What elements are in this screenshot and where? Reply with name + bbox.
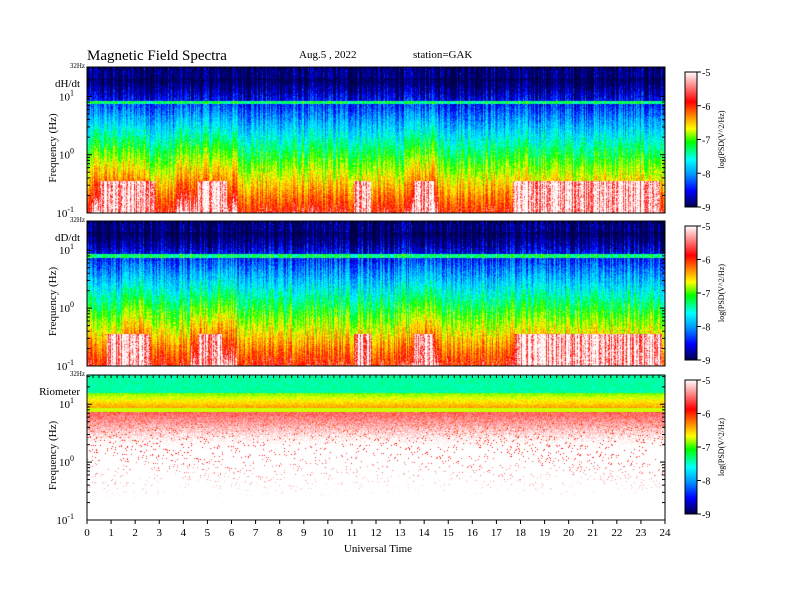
x-tick-label: 14 <box>419 527 431 539</box>
x-tick-label: 8 <box>277 527 283 539</box>
x-tick-label: 13 <box>395 527 407 539</box>
station-label: station=GAK <box>413 49 472 61</box>
colorbar-tick-label: -7 <box>702 289 710 300</box>
x-tick-label: 7 <box>253 527 259 539</box>
colorbar-gradient <box>684 379 698 515</box>
colorbar: -5 -6 -7 -8 -9 log(PSD(V^2/Hz) <box>684 68 726 214</box>
x-tick-label: 19 <box>539 527 551 539</box>
x-tick-label: 18 <box>515 527 527 539</box>
panel-3: 32Hz 101 100 10-1 Riometer Frequency (Hz) -5 -6… <box>39 370 726 527</box>
colorbar-title: log(PSD(V^2/Hz) <box>717 264 726 322</box>
y-tick-label: 100 <box>59 454 74 469</box>
colorbar-tick-label: -5 <box>702 222 710 233</box>
y-tick-label: 101 <box>59 242 74 257</box>
x-tick-label: 21 <box>587 527 598 539</box>
x-tick-label: 5 <box>205 527 211 539</box>
y-tick-label: 10-1 <box>56 512 74 527</box>
y-tick-label: 101 <box>59 88 74 103</box>
colorbar-tick-label: -8 <box>702 323 710 334</box>
colorbar: -5 -6 -7 -8 -9 log(PSD(V^2/Hz) <box>684 376 726 521</box>
colorbar-gradient <box>684 225 698 361</box>
panel-label: Riometer <box>39 386 80 398</box>
colorbar-tick-label: -5 <box>702 68 710 79</box>
colorbar: -5 -6 -7 -8 -9 log(PSD(V^2/Hz) <box>684 222 726 367</box>
x-tick-label: 17 <box>491 527 503 539</box>
x-tick-label: 24 <box>660 527 672 539</box>
colorbar-tick-label: -7 <box>702 443 710 454</box>
x-tick-label: 15 <box>443 527 455 539</box>
panel-label: dD/dt <box>55 232 80 244</box>
y-tick-label: 100 <box>59 300 74 315</box>
y-tick-label: 10-1 <box>56 205 74 220</box>
y-axis-label: Frequency (Hz) <box>47 113 59 183</box>
figure-title: Magnetic Field Spectra <box>87 48 227 64</box>
panel-label: dH/dt <box>55 78 80 90</box>
colorbar-tick-label: -8 <box>702 169 710 180</box>
x-tick-label: 4 <box>181 527 187 539</box>
x-tick-label: 22 <box>611 527 622 539</box>
x-tick-label: 9 <box>301 527 307 539</box>
x-tick-label: 11 <box>347 527 358 539</box>
y-tick-label: 101 <box>59 396 74 411</box>
x-tick-label: 20 <box>563 527 575 539</box>
spectrogram-image <box>87 221 665 366</box>
colorbar-tick-label: -7 <box>702 136 710 147</box>
x-axis: 0 1 2 3 4 5 6 7 8 9 10 11 12 13 14 15 16 17 18 19 20 21 22 23 24 <box>84 520 671 539</box>
x-tick-label: 6 <box>229 527 235 539</box>
colorbar-tick-label: -5 <box>702 376 710 387</box>
spectrogram-image <box>87 67 665 213</box>
x-tick-label: 1 <box>108 527 114 539</box>
x-tick-label: 0 <box>84 527 90 539</box>
y-top-label: 32Hz <box>70 370 85 378</box>
x-tick-label: 16 <box>467 527 479 539</box>
y-top-label: 32Hz <box>70 216 85 224</box>
x-tick-label: 12 <box>371 527 382 539</box>
x-tick-label: 10 <box>322 527 334 539</box>
y-axis-label: Frequency (Hz) <box>47 267 59 337</box>
y-axis-label: Frequency (Hz) <box>47 421 59 491</box>
colorbar-tick-label: -9 <box>702 203 710 214</box>
colorbar-tick-label: -9 <box>702 510 710 521</box>
colorbar-tick-label: -6 <box>702 102 710 113</box>
colorbar-title: log(PSD(V^2/Hz) <box>717 418 726 476</box>
y-top-label: 32Hz <box>70 62 85 70</box>
colorbar-tick-label: -6 <box>702 256 710 267</box>
colorbar-gradient <box>684 71 698 208</box>
colorbar-tick-label: -9 <box>702 356 710 367</box>
x-tick-label: 23 <box>635 527 647 539</box>
colorbar-tick-label: -6 <box>702 410 710 421</box>
y-tick-label: 100 <box>59 147 74 162</box>
x-tick-label: 3 <box>157 527 163 539</box>
x-tick-label: 2 <box>132 527 138 539</box>
colorbar-tick-label: -8 <box>702 477 710 488</box>
spectrogram-image <box>87 375 665 520</box>
y-tick-label: 10-1 <box>56 358 74 373</box>
date-label: Aug.5 , 2022 <box>299 49 356 61</box>
x-axis-label: Universal Time <box>344 543 412 555</box>
colorbar-title: log(PSD(V^2/Hz) <box>717 110 726 168</box>
